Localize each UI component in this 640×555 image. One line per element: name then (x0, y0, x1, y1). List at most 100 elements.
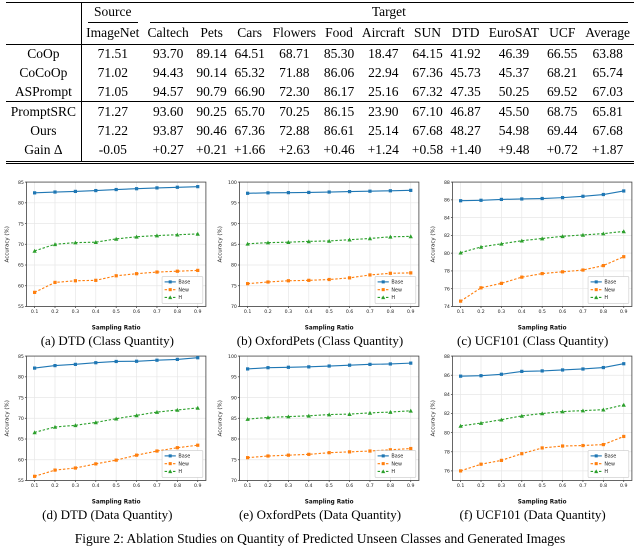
table-cell: 45.73 (450, 64, 481, 80)
target-group-header: Target (144, 3, 634, 24)
svg-text:100: 100 (228, 180, 237, 186)
svg-text:0.5: 0.5 (538, 309, 545, 315)
svg-text:70: 70 (231, 478, 237, 484)
table-column-header-row: ImageNet Caltech Pets Cars Flowers Food Aircra… (6, 23, 634, 45)
line-chart-ucf101-data: 76 78 80 82 84 86 88 0.1 0.2 0.3 0.4 0.5 0.6 0.7 0.8 0.… (429, 352, 637, 506)
table-row-4: PromptSRC 71.27 93.60 90.25 65.70 70.25 86.15 2… (6, 101, 634, 123)
column-header-dtd: DTD (446, 23, 485, 45)
svg-text:70: 70 (18, 242, 24, 248)
table-cell: 67.32 (412, 83, 443, 99)
svg-text:85: 85 (231, 242, 237, 248)
svg-text:0.2: 0.2 (264, 309, 271, 315)
column-header-flowers: Flowers (268, 23, 320, 45)
table-cell: 63.88 (592, 45, 623, 61)
column-header-pets: Pets (192, 23, 231, 45)
svg-text:80: 80 (444, 251, 450, 257)
table-cell: 45.37 (498, 64, 530, 80)
svg-text:85: 85 (18, 180, 24, 186)
chart-panel-f: 76 78 80 82 84 86 88 0.1 0.2 0.3 0.4 0.5 0.6 0.7 0.8 0.… (427, 352, 638, 526)
table-cell: 46.39 (498, 45, 530, 61)
svg-text:H: H (179, 469, 183, 475)
svg-text:70: 70 (231, 304, 237, 310)
chart-panel-c: 74 76 78 80 82 84 86 88 0.1 0.2 0.3 0.4 0.5 0.6 0.7 0.8… (427, 178, 638, 352)
svg-text:74: 74 (444, 304, 450, 310)
svg-text:84: 84 (444, 215, 450, 221)
results-table-wrapper: Source Target ImageNet Caltech Pets Cars Flo… (0, 0, 640, 165)
row-label: ASPrompt (6, 82, 82, 102)
svg-text:Sampling Ratio: Sampling Ratio (305, 325, 354, 331)
svg-text:0.7: 0.7 (154, 483, 161, 489)
table-cell: 94.43 (152, 64, 184, 80)
svg-text:0.6: 0.6 (133, 309, 140, 315)
line-chart-dtd-class: 55 60 65 70 75 80 85 0.1 0.2 0.3 0.4 0.5 0.6 0.7 0.8 0.… (3, 178, 211, 332)
svg-text:0.9: 0.9 (620, 483, 627, 489)
svg-text:75: 75 (231, 283, 237, 289)
chart-svg: 76 78 80 82 84 86 88 0.1 0.2 0.3 0.4 0.5 0.6 0.7 0.8 0.… (430, 354, 632, 505)
figure-2-grid: 55 60 65 70 75 80 85 0.1 0.2 0.3 0.4 0.5 0.6 0.7 0.8 0.… (2, 178, 638, 526)
table-cell: 85.30 (323, 45, 355, 61)
svg-text:Accuracy (%): Accuracy (%) (5, 400, 11, 436)
svg-text:95: 95 (231, 201, 237, 207)
svg-text:76: 76 (444, 286, 450, 292)
svg-text:0.8: 0.8 (387, 309, 394, 315)
svg-text:0.2: 0.2 (52, 309, 59, 315)
svg-text:0.9: 0.9 (194, 483, 201, 489)
svg-text:0.5: 0.5 (113, 309, 120, 315)
svg-text:60: 60 (18, 283, 24, 289)
svg-text:New: New (604, 287, 615, 293)
svg-text:80: 80 (231, 437, 237, 443)
table-row-3: ASPrompt 71.05 94.57 90.79 66.90 72.30 86.17 25… (6, 82, 634, 102)
svg-text:0.6: 0.6 (559, 309, 566, 315)
svg-text:70: 70 (18, 416, 24, 422)
svg-text:New: New (179, 461, 190, 467)
svg-text:0.8: 0.8 (174, 309, 181, 315)
svg-text:0.1: 0.1 (244, 309, 251, 315)
table-corner-cell (6, 2, 82, 24)
table-cell: 68.71 (279, 45, 310, 61)
table-cell: 93.70 (152, 45, 184, 61)
svg-text:0.6: 0.6 (346, 483, 353, 489)
table-cell: 18.47 (368, 45, 399, 61)
svg-text:0.4: 0.4 (305, 483, 312, 489)
svg-text:H: H (604, 469, 608, 475)
column-header-food: Food (319, 23, 359, 45)
column-header-sun: SUN (408, 23, 447, 45)
table-cell: +0.21 (192, 141, 231, 165)
svg-text:New: New (179, 287, 190, 293)
svg-text:0.3: 0.3 (285, 309, 292, 315)
column-header-empty (6, 23, 82, 45)
table-cell: 64.15 (412, 45, 443, 61)
svg-text:75: 75 (18, 395, 24, 401)
column-header-imagenet: ImageNet (81, 23, 144, 45)
chart-caption-b: (b) OxfordPets (Class Quantity) (236, 332, 404, 348)
svg-text:0.3: 0.3 (497, 309, 504, 315)
svg-text:0.7: 0.7 (579, 309, 586, 315)
svg-text:84: 84 (444, 392, 450, 398)
row-label: PromptSRC (6, 101, 82, 123)
svg-text:0.7: 0.7 (366, 309, 373, 315)
svg-text:0.5: 0.5 (538, 483, 545, 489)
svg-text:80: 80 (18, 374, 24, 380)
table-cell: 86.06 (323, 64, 355, 80)
svg-text:78: 78 (444, 269, 450, 275)
table-cell: 23.90 (358, 101, 409, 123)
column-header-aircraft: Aircraft (358, 23, 409, 45)
svg-text:60: 60 (18, 457, 24, 463)
chart-panel-b: 70 75 80 85 90 95 100 0.1 0.2 0.3 0.4 0.5 0.6 0.7 0.8 0… (215, 178, 426, 352)
chart-svg: 70 75 80 85 90 95 100 0.1 0.2 0.3 0.4 0.5 0.6 0.7 0.8 0… (218, 180, 420, 331)
svg-text:H: H (604, 295, 608, 301)
table-cell: +0.58 (408, 141, 447, 165)
svg-text:0.2: 0.2 (477, 483, 484, 489)
svg-text:0.4: 0.4 (92, 309, 99, 315)
svg-text:H: H (391, 295, 395, 301)
svg-text:88: 88 (444, 354, 450, 360)
svg-text:95: 95 (231, 374, 237, 380)
table-row-1: CoOp 71.51 93.70 89.14 64.51 68.71 85.30 18.47 6… (6, 44, 634, 64)
svg-text:90: 90 (231, 395, 237, 401)
svg-text:0.4: 0.4 (305, 309, 312, 315)
table-cell: 71.88 (279, 64, 310, 80)
svg-text:Accuracy (%): Accuracy (%) (218, 226, 224, 262)
source-group-header: Source (81, 3, 143, 24)
column-header-ucf: UCF (543, 23, 582, 45)
table-cell: 93.87 (152, 123, 184, 139)
